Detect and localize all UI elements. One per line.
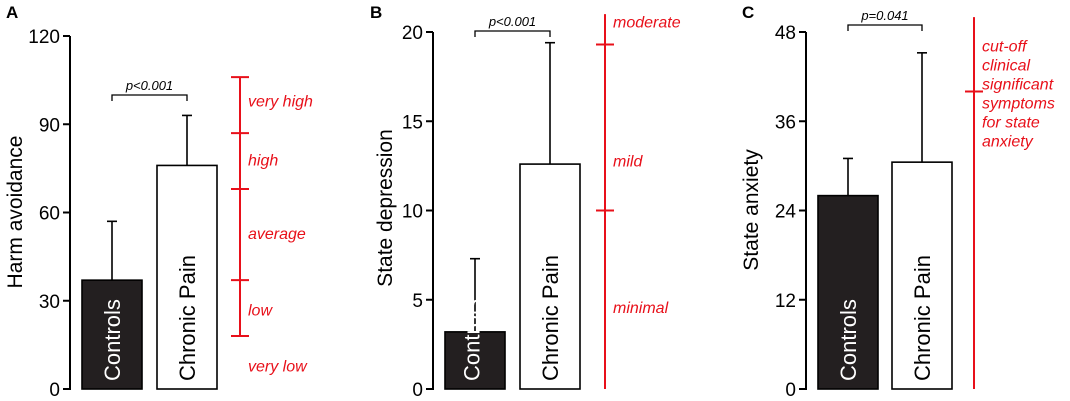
y-tick-label: 30	[39, 292, 60, 313]
y-tick-label: 10	[402, 202, 423, 223]
y-tick-label: 36	[775, 112, 796, 133]
reference-category-label: low	[248, 303, 273, 320]
bar-chronic-pain	[891, 161, 953, 390]
reference-label-line: anxiety	[982, 134, 1034, 151]
panel-a: A 0 30 60 90 120 Harm avoidance Controls Chronic…	[4, 3, 313, 401]
y-tick-label: 48	[775, 23, 796, 44]
reference-label-line: cut-off	[982, 39, 1028, 56]
y-tick-label: 20	[402, 23, 423, 44]
bar-label: Controls	[100, 299, 125, 381]
y-tick-label: 60	[39, 204, 60, 225]
y-tick-label: 24	[775, 202, 797, 223]
bar-label: Controls	[460, 299, 485, 381]
bar-controls	[444, 331, 506, 390]
reference-category-label: minimal	[613, 300, 669, 317]
reference-category-label: very low	[248, 358, 308, 375]
bar-label: Controls	[836, 299, 861, 381]
reference-category-label: moderate	[613, 14, 681, 31]
bar-label: Chronic Pain	[910, 255, 935, 381]
significance-bracket	[847, 24, 923, 31]
bar-label: Chronic Pain	[538, 255, 563, 381]
panel-letter: A	[6, 3, 18, 22]
y-tick-label: 90	[39, 115, 60, 136]
significance-bracket	[474, 30, 551, 37]
y-tick-label: 12	[775, 291, 796, 312]
reference-label-line: clinical	[982, 58, 1030, 75]
significance-label: p=0.041	[860, 8, 908, 23]
panel-letter: B	[370, 3, 382, 22]
bar-controls	[817, 194, 879, 390]
reference-category-label: cut-off clinical significant symptoms for st…	[982, 39, 1055, 151]
bar-chronic-pain	[156, 164, 218, 390]
y-tick-label: 0	[412, 380, 423, 401]
reference-category-label: high	[248, 153, 278, 170]
bar-controls	[81, 279, 143, 390]
y-axis-label: Harm avoidance	[4, 136, 27, 289]
panel-letter: C	[742, 3, 754, 22]
y-tick-label: 0	[49, 380, 60, 401]
bar-label: Chronic Pain	[175, 255, 200, 381]
y-tick-label: 0	[785, 380, 796, 401]
reference-label-line: for state	[982, 115, 1040, 132]
reference-category-label: mild	[613, 154, 643, 171]
reference-label-line: symptoms	[982, 96, 1055, 113]
y-tick-label: 15	[402, 112, 423, 133]
significance-label: p<0.001	[125, 78, 173, 93]
bar-chronic-pain	[519, 163, 581, 390]
reference-category-label: very high	[248, 94, 313, 111]
y-axis-label: State anxiety	[740, 149, 763, 271]
y-axis-label: State depression	[374, 129, 397, 287]
panel-b: B 0 5 10 15 20 State depression Controls Chronic…	[370, 3, 681, 401]
y-tick-label: 120	[28, 27, 60, 48]
reference-label-line: significant	[982, 77, 1054, 94]
y-tick-label: 5	[412, 291, 423, 312]
significance-label: p<0.001	[488, 14, 536, 29]
reference-category-label: average	[248, 226, 306, 243]
panel-c: C 0 12 24 36 48 State anxiety Controls Chronic P…	[740, 3, 1055, 401]
significance-bracket	[111, 94, 188, 101]
